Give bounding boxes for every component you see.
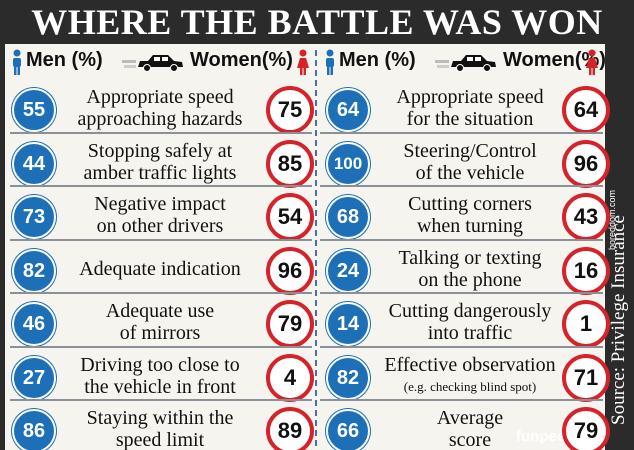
table-row: 55 Appropriate speed approaching hazards 75 xyxy=(12,80,314,134)
table-row: 100 Steering/Control of the vehicle 96 xyxy=(326,134,626,188)
row-label: Staying within the speed limit xyxy=(86,407,234,450)
table-row: 46 Adequate use of mirrors 79 xyxy=(12,294,314,348)
women-value-badge: 4 xyxy=(266,353,314,402)
women-value-badge: 54 xyxy=(266,193,314,241)
men-value-badge: 86 xyxy=(12,409,56,450)
row-separator xyxy=(320,292,603,294)
table-row: 86 Staying within the speed limit 89 xyxy=(12,401,314,450)
women-header: Women(%) xyxy=(190,49,293,71)
men-value-badge: 68 xyxy=(326,195,370,239)
men-value-badge: 100 xyxy=(326,141,370,186)
row-separator xyxy=(320,238,603,241)
women-value-badge: 96 xyxy=(266,246,314,295)
men-header: Men (%) xyxy=(339,49,416,71)
row-label: Adequate indication xyxy=(79,257,241,280)
row-separator xyxy=(320,131,603,134)
row-label: Steering/Control of the vehicle xyxy=(403,139,537,184)
row-label: Cutting corners when turning xyxy=(408,193,532,237)
table-row: 68 Cutting corners when turning 43 xyxy=(326,187,626,241)
table-row: 82 Effective observation (e.g. checking bl… xyxy=(326,348,626,402)
row-label: Effective observation (e.g. checking blin… xyxy=(384,353,556,394)
table-row: 66 Average score 79 xyxy=(326,401,626,450)
women-value-badge: 85 xyxy=(266,139,314,188)
row-separator xyxy=(10,238,312,241)
women-header: Women(%) xyxy=(503,49,606,71)
women-value-badge: 43 xyxy=(562,193,610,241)
man-icon xyxy=(13,49,21,75)
table-row: 14 Cutting dangerously into traffic 1 xyxy=(326,294,626,348)
table-row: 64 Appropriate speed for the situation 64 xyxy=(326,80,626,134)
row-label: Talking or texting on the phone xyxy=(398,246,542,291)
men-value-badge: 46 xyxy=(12,302,56,346)
row-label: Stopping safely at amber traffic lights xyxy=(83,139,237,184)
row-separator xyxy=(10,185,312,187)
row-label: Cutting dangerously into traffic xyxy=(388,300,552,344)
row-label: Adequate use of mirrors xyxy=(105,300,215,344)
men-value-badge: 44 xyxy=(12,141,56,186)
women-value-badge: 64 xyxy=(562,86,610,134)
row-separator xyxy=(320,399,603,401)
women-value-badge: 1 xyxy=(562,300,610,348)
page-title: WHERE THE BATTLE WAS WON xyxy=(31,2,603,42)
table-row: 44 Stopping safely at amber traffic lights… xyxy=(12,134,314,188)
women-value-badge: 79 xyxy=(562,407,610,450)
women-value-badge: 89 xyxy=(266,407,314,450)
table-row: 27 Driving too close to the vehicle in fro… xyxy=(12,348,314,402)
row-label: Appropriate speed approaching hazards xyxy=(77,86,243,130)
men-value-badge: 64 xyxy=(326,88,370,132)
row-separator xyxy=(320,345,603,348)
row-separator xyxy=(320,185,603,187)
table-row: 24 Talking or texting on the phone 16 xyxy=(326,241,626,295)
women-value-badge: 71 xyxy=(562,353,610,402)
row-separator xyxy=(10,345,312,348)
row-label: Negative impact on other drivers xyxy=(94,193,226,237)
row-label: Appropriate speed for the situation xyxy=(396,86,544,130)
man-icon xyxy=(326,49,334,75)
men-value-badge: 82 xyxy=(12,248,56,293)
row-separator xyxy=(10,292,312,294)
men-value-badge: 73 xyxy=(12,195,56,239)
women-value-badge: 16 xyxy=(562,246,610,295)
column-divider xyxy=(315,50,317,446)
row-label: Driving too close to the vehicle in front xyxy=(80,353,240,398)
women-value-badge: 75 xyxy=(266,86,314,134)
row-label: Average score xyxy=(436,407,504,450)
table-row: 73 Negative impact on other drivers 54 xyxy=(12,187,314,241)
men-value-badge: 55 xyxy=(12,88,56,132)
women-value-badge: 96 xyxy=(562,139,610,188)
car-icon xyxy=(122,55,183,72)
left-column-header: Men (%) Women(%) xyxy=(10,47,310,77)
woman-icon xyxy=(586,49,598,75)
men-header: Men (%) xyxy=(26,49,103,71)
row-separator xyxy=(10,399,312,401)
men-value-badge: 27 xyxy=(12,355,56,400)
women-value-badge: 79 xyxy=(266,300,314,348)
men-value-badge: 14 xyxy=(326,302,370,346)
row-separator xyxy=(10,131,312,134)
right-column-header: Men (%) Women(%) xyxy=(323,47,623,77)
men-value-badge: 24 xyxy=(326,248,370,293)
woman-icon xyxy=(297,49,309,75)
men-value-badge: 66 xyxy=(326,409,370,450)
car-icon xyxy=(435,55,496,72)
men-value-badge: 82 xyxy=(326,355,370,400)
table-row: 82 Adequate indication 96 xyxy=(12,241,314,295)
